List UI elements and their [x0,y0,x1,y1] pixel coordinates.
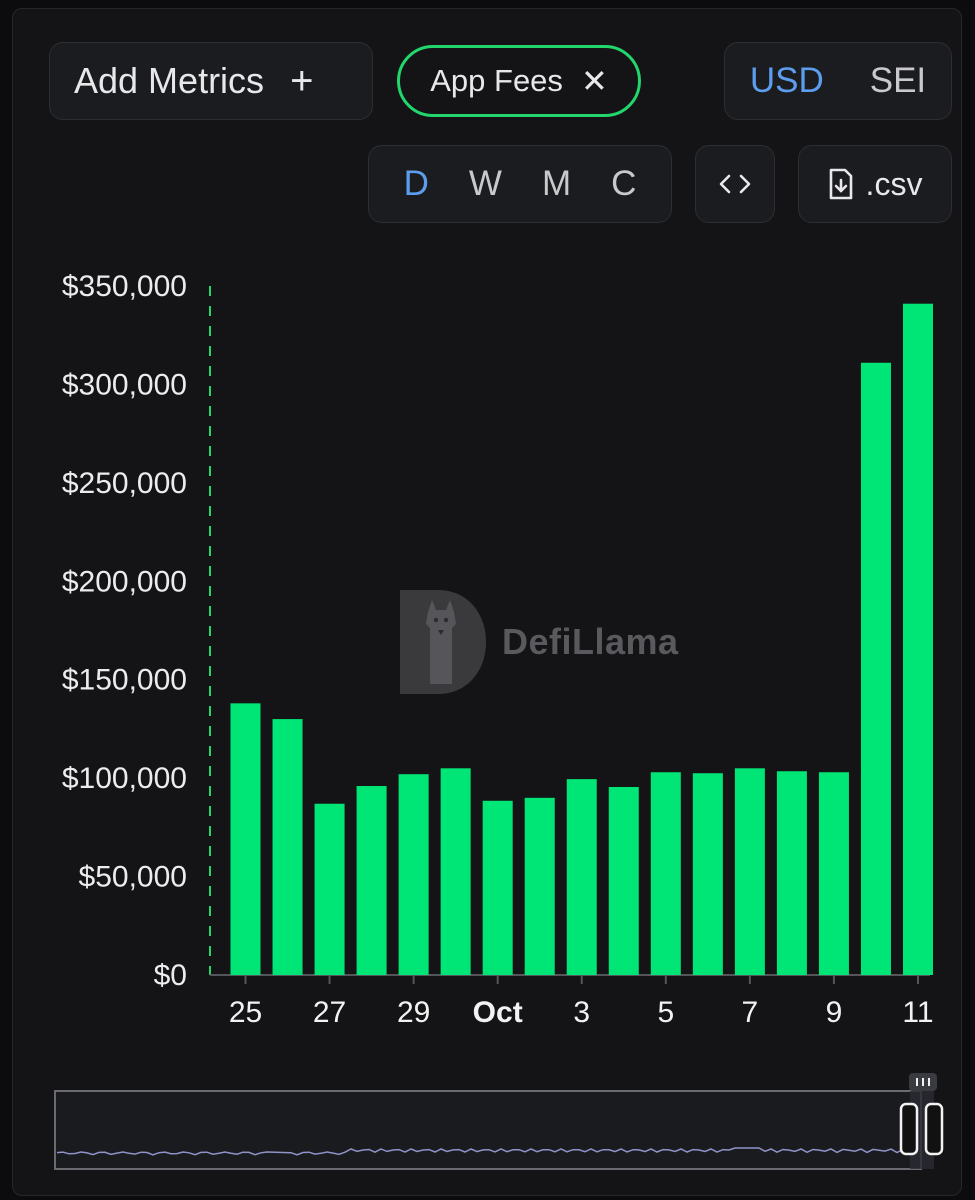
add-metrics-label: Add Metrics [74,60,265,101]
plus-icon: + [290,59,314,103]
file-download-icon [829,168,852,200]
csv-label: .csv [865,165,923,202]
currency-option-sei[interactable]: SEI [869,61,927,100]
interval-option-cumulative[interactable]: C [611,164,637,203]
interval-option-daily[interactable]: D [403,164,429,203]
interval-toggle: D W M C [368,145,672,223]
currency-toggle: USD SEI [724,42,952,120]
metric-chip-app-fees[interactable]: App Fees ✕ [397,45,641,117]
metric-chip-label: App Fees [430,63,563,98]
code-brackets-icon [719,174,751,194]
close-icon[interactable]: ✕ [580,63,608,99]
interval-option-weekly[interactable]: W [468,164,502,203]
chart-panel: Add Metrics + App Fees ✕ USD SEI D W M C… [12,8,962,1196]
add-metrics-button[interactable]: Add Metrics + [49,42,373,120]
embed-button[interactable] [695,145,775,223]
download-csv-button[interactable]: .csv [798,145,952,223]
interval-option-monthly[interactable]: M [541,164,572,203]
currency-option-usd[interactable]: USD [749,61,824,100]
